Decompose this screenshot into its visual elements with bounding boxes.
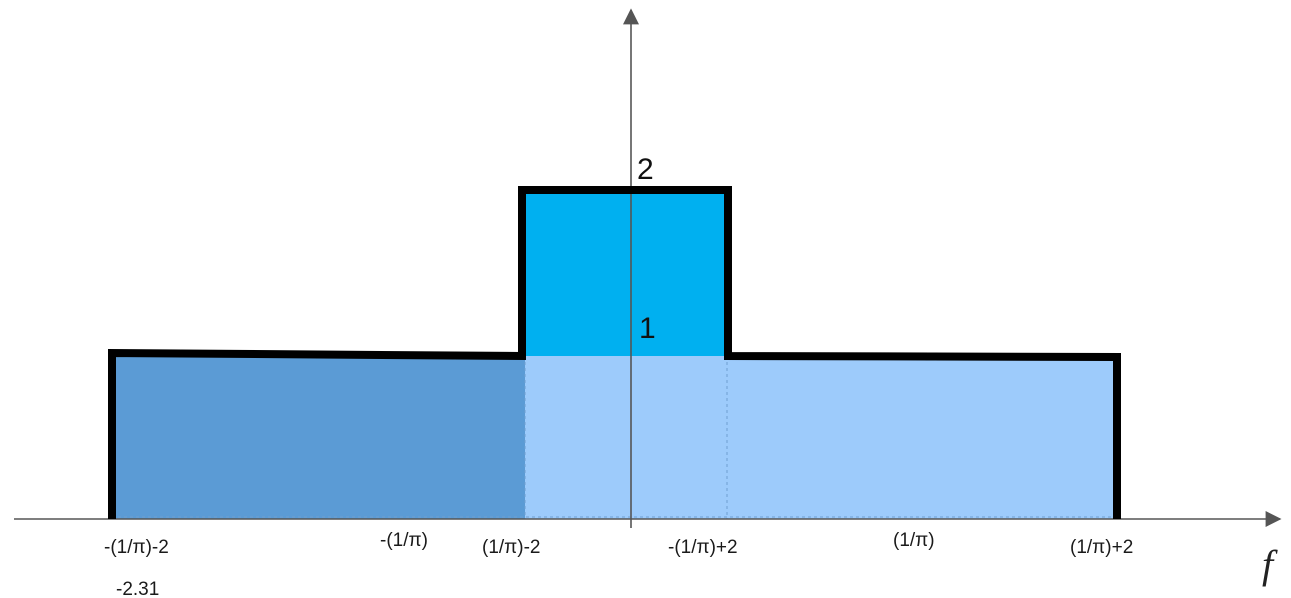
frequency-axis-label: f — [1262, 542, 1278, 587]
level-label-1: 1 — [639, 312, 656, 345]
tick-label-minus-inv-pi-minus-2: -(1/π)-2 — [104, 537, 169, 558]
tick-label-inv-pi-minus-2: (1/π)-2 — [482, 537, 541, 558]
value-note: -2.31 — [116, 579, 159, 598]
tick-label-minus-inv-pi: -(1/π) — [380, 530, 428, 551]
level-label-2: 2 — [637, 153, 654, 186]
spectrum-outline — [108, 186, 1121, 519]
left-region — [112, 356, 525, 519]
tick-label-inv-pi: (1/π) — [893, 530, 935, 551]
top-block — [522, 190, 728, 356]
tick-label-minus-inv-pi-plus-2: -(1/π)+2 — [668, 537, 738, 558]
right-region — [525, 356, 1117, 519]
tick-label-inv-pi-plus-2: (1/π)+2 — [1070, 537, 1133, 558]
